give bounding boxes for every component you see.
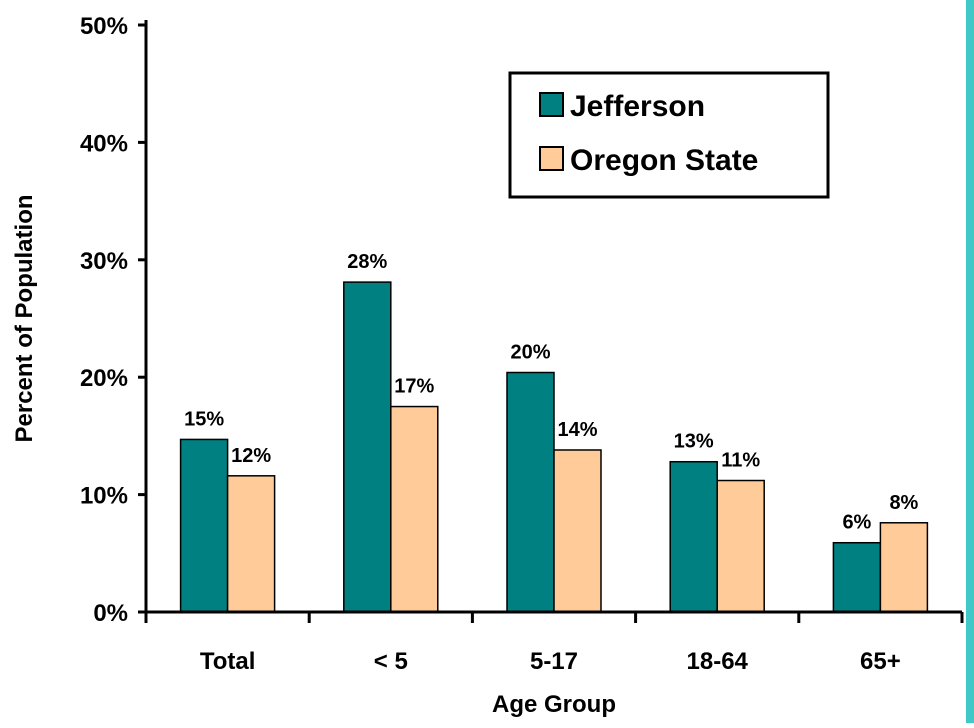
legend-label-jefferson: Jefferson (570, 90, 705, 123)
bar-1-0 (226, 475, 276, 613)
y-tick-label: 30% (80, 248, 128, 275)
data-label-1-2: 14% (557, 419, 597, 441)
y-tick-label: 10% (80, 483, 128, 510)
x-tick-label: 65+ (860, 648, 901, 675)
y-tick-label: 20% (80, 365, 128, 392)
y-ticks-layer: 0% 10% 20% 30% 40% 50% (80, 13, 146, 627)
y-axis-title: Percent of Population (11, 194, 38, 442)
data-label-1-4: 8% (889, 492, 918, 514)
bars-layer (179, 281, 929, 613)
legend-swatch-jefferson (539, 92, 564, 117)
bar-1-4 (879, 522, 929, 613)
bar-1-1 (390, 405, 439, 613)
bar-0-1 (343, 281, 392, 613)
x-tick-label: 18-64 (687, 648, 749, 675)
x-tick-label: Total (200, 648, 256, 675)
axes-layer (144, 20, 962, 614)
bar-0-4 (832, 541, 882, 613)
legend-swatch-oregon-state (539, 146, 564, 171)
right-edge-strip (966, 0, 974, 723)
x-tick-label: < 5 (374, 648, 408, 675)
x-axis-title: Age Group (492, 691, 616, 718)
bar-0-3 (669, 460, 718, 613)
y-tick-label: 0% (93, 600, 128, 627)
legend-label-oregon-state: Oregon State (570, 144, 758, 177)
data-label-0-3: 13% (674, 431, 714, 453)
y-tick-label: 50% (80, 13, 128, 40)
legend: Jefferson Oregon State (508, 71, 830, 199)
data-label-1-0: 12% (231, 445, 271, 467)
data-label-0-4: 6% (842, 512, 871, 534)
bar-1-2 (553, 449, 602, 613)
x-ticks-layer: Total < 5 5-17 18-64 65+ (144, 612, 964, 675)
data-label-0-0: 15% (184, 408, 224, 430)
y-tick-label: 40% (80, 130, 128, 157)
bar-0-0 (179, 438, 229, 613)
data-labels-layer: 15% 28% 20% 13% 6% 12% 17% 14% 11% 8% (184, 251, 918, 534)
bar-0-2 (506, 371, 555, 613)
data-label-1-3: 11% (721, 450, 760, 472)
bar-1-3 (716, 479, 765, 613)
x-tick-label: 5-17 (530, 648, 578, 675)
data-label-1-1: 17% (394, 376, 434, 398)
data-label-0-1: 28% (347, 251, 387, 273)
data-label-0-2: 20% (510, 342, 550, 364)
